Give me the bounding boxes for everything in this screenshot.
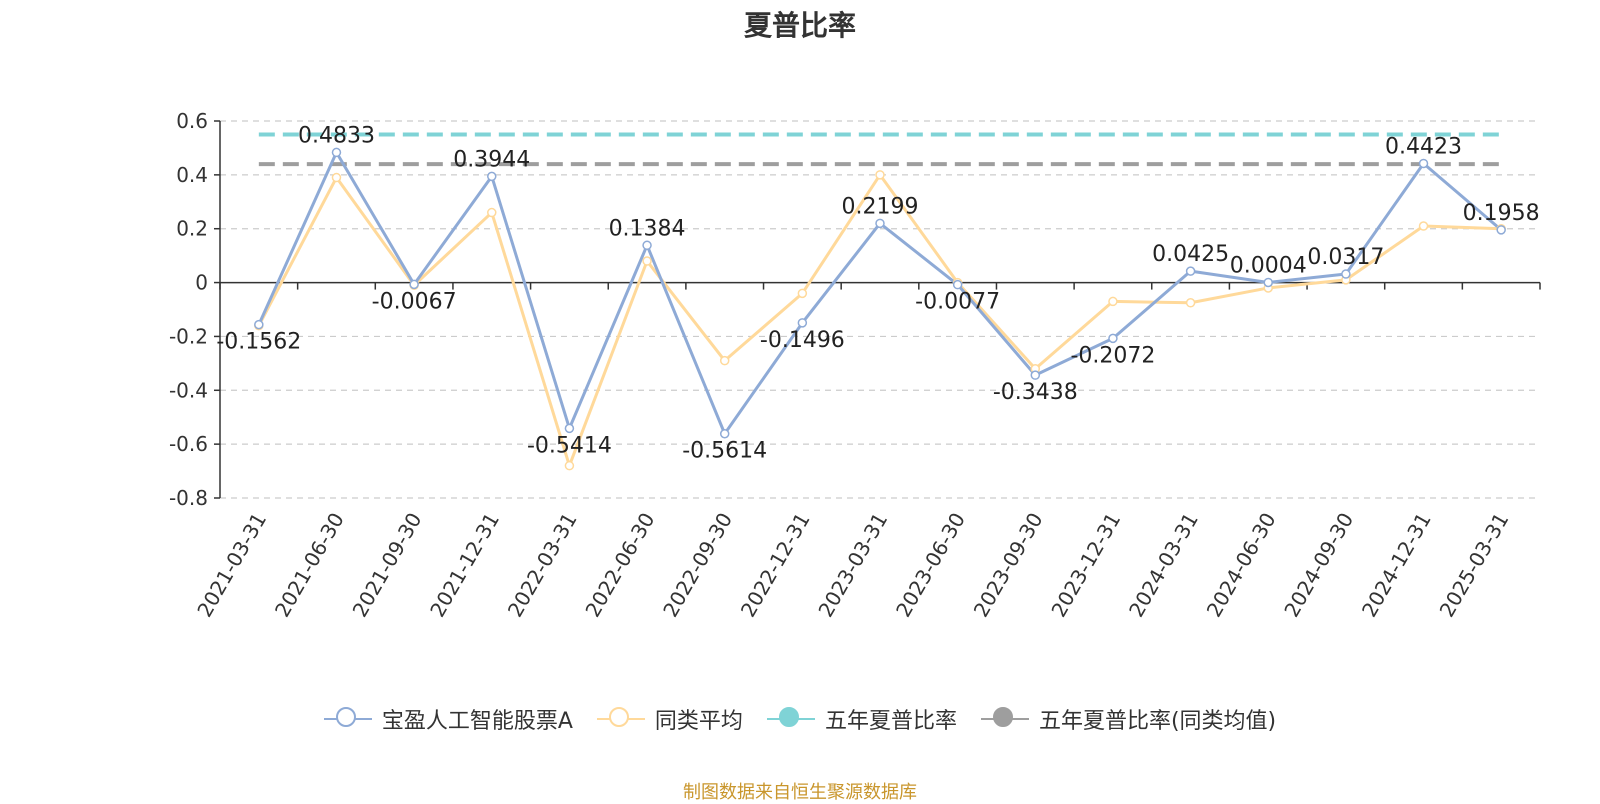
data-point — [952, 279, 963, 290]
data-label: 0.3944 — [453, 147, 530, 172]
data-label: 0.2199 — [842, 194, 919, 219]
legend-label: 宝盈人工智能股票A — [381, 709, 573, 734]
data-point — [1418, 221, 1429, 231]
data-point — [1185, 298, 1196, 308]
data-point — [331, 172, 342, 183]
legend-label: 五年夏普比率 — [824, 709, 957, 734]
legend-label: 五年夏普比率(同类均值) — [1038, 709, 1277, 734]
data-label: -0.5614 — [682, 439, 767, 464]
data-point — [1185, 266, 1196, 276]
x-tick-label: 2024-12-31 — [1357, 509, 1436, 622]
x-tick-label: 2021-06-30 — [270, 509, 349, 622]
y-tick-label: 0.4 — [176, 163, 208, 187]
legend-item-peer-average[interactable]: 同类平均 — [596, 703, 743, 735]
data-point — [1418, 158, 1429, 169]
y-tick-label: -0.6 — [169, 432, 208, 456]
data-label: 0.0317 — [1307, 245, 1384, 270]
series-points — [254, 147, 1506, 471]
x-tick-label: 2022-03-31 — [503, 509, 582, 622]
legend-marker-icon — [323, 706, 372, 732]
data-label: 0.4423 — [1385, 134, 1462, 159]
x-tick-label: 2022-06-30 — [580, 509, 659, 622]
data-point — [1108, 296, 1118, 307]
data-labels: -0.1562 0.4833 -0.0067 0.3944 -0.5414 0.1384 -… — [216, 123, 1539, 463]
source-note: 制图数据来自恒生聚源数据库 — [683, 782, 917, 803]
reference-lines — [258, 132, 1502, 167]
data-point — [642, 240, 652, 251]
x-tick-label: 2024-03-31 — [1124, 509, 1203, 622]
data-point — [1263, 277, 1273, 288]
data-point — [1108, 333, 1118, 344]
legend-item-fund[interactable]: 宝盈人工智能股票A — [323, 703, 573, 735]
y-tick-label: 0.6 — [176, 109, 208, 133]
axes: 0.60.40.20-0.2-0.4-0.6-0.82021-03-312021… — [169, 109, 1541, 622]
y-tick-label: 0.2 — [176, 217, 208, 241]
data-point — [719, 428, 730, 439]
legend: 宝盈人工智能股票A 同类平均 五年夏普比率 五年夏普比率(同类均值) — [0, 703, 1600, 735]
x-tick-label: 2022-12-31 — [736, 509, 815, 622]
y-tick-label: 0 — [195, 271, 208, 295]
legend-label: 同类平均 — [654, 709, 743, 734]
data-point — [875, 170, 885, 180]
data-label: -0.0067 — [372, 289, 457, 314]
x-tick-label: 2023-06-30 — [891, 508, 970, 621]
data-point — [797, 288, 808, 299]
data-point — [487, 171, 497, 182]
y-tick-label: -0.4 — [169, 378, 208, 402]
data-label: -0.5414 — [527, 433, 612, 458]
y-tick-label: -0.2 — [169, 324, 208, 348]
data-label: -0.3438 — [993, 380, 1078, 405]
data-point — [564, 460, 575, 471]
data-label: 0.1384 — [609, 216, 686, 241]
data-point — [797, 318, 808, 328]
data-point — [719, 355, 730, 366]
data-point — [487, 207, 497, 218]
data-point — [564, 423, 575, 434]
x-tick-label: 2024-09-30 — [1279, 509, 1358, 622]
data-point — [1496, 225, 1506, 235]
x-tick-label: 2023-03-31 — [813, 509, 892, 622]
data-label: 0.0425 — [1152, 242, 1229, 267]
x-tick-label: 2021-09-30 — [348, 509, 427, 622]
x-tick-label: 2025-03-31 — [1435, 509, 1514, 622]
x-tick-label: 2021-12-31 — [425, 509, 504, 622]
x-tick-label: 2023-12-31 — [1046, 509, 1125, 622]
data-label: 0.1958 — [1463, 201, 1540, 226]
legend-marker-icon — [596, 706, 645, 732]
legend-marker-icon — [766, 706, 815, 732]
data-label: 0.0004 — [1230, 253, 1307, 278]
data-point — [254, 319, 264, 330]
data-label: -0.1562 — [216, 330, 301, 355]
x-tick-label: 2022-09-30 — [658, 509, 737, 622]
y-tick-label: -0.8 — [169, 486, 208, 510]
data-point — [875, 218, 885, 229]
data-label: -0.0077 — [915, 290, 1000, 315]
data-label: 0.4833 — [298, 123, 375, 148]
data-point — [642, 256, 652, 266]
legend-marker-icon — [980, 706, 1029, 732]
chart-title: 夏普比率 — [743, 9, 856, 42]
x-tick-label: 2023-09-30 — [969, 509, 1048, 622]
data-label: -0.1496 — [760, 328, 845, 353]
data-label: -0.2072 — [1070, 343, 1155, 368]
data-point — [409, 279, 419, 290]
data-point — [331, 147, 342, 158]
legend-item-five-year-sharpe-peer[interactable]: 五年夏普比率(同类均值) — [980, 703, 1277, 735]
data-point — [1341, 269, 1351, 279]
data-point — [1030, 370, 1041, 380]
legend-item-five-year-sharpe[interactable]: 五年夏普比率 — [766, 703, 957, 735]
x-tick-label: 2024-06-30 — [1202, 509, 1281, 622]
x-tick-label: 2021-03-31 — [192, 509, 271, 622]
